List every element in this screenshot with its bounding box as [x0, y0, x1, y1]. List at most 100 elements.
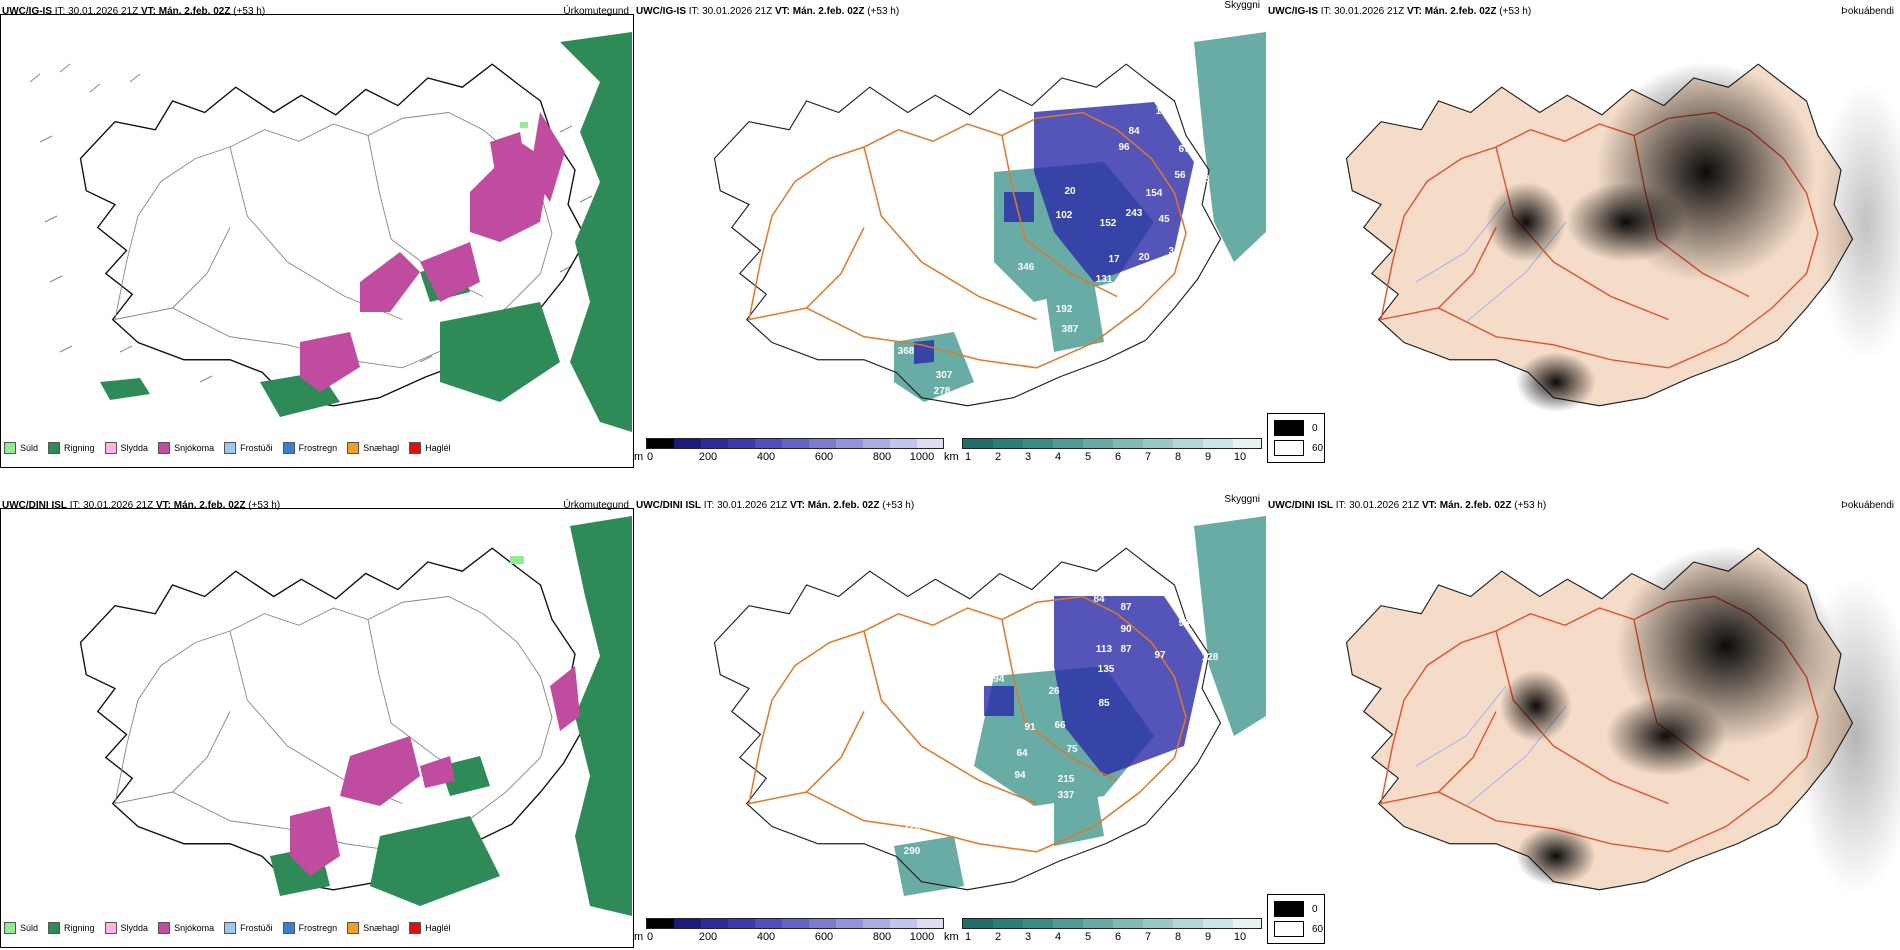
visibility-label: 135	[1098, 664, 1115, 675]
visibility-label: 84	[1128, 126, 1140, 137]
fog-index-map	[1345, 62, 1900, 412]
visibility-label: 67	[1178, 144, 1190, 155]
legend-label: Frostregn	[298, 443, 338, 453]
colorbar-tick: 5	[1084, 451, 1092, 463]
visibility-label: 78	[1198, 174, 1210, 185]
colorbar-tick: 1000	[909, 931, 935, 943]
legend-item: Súld	[4, 922, 38, 934]
precip-legend: Súld Rigning Slydda Snjókoma Frostúði Fr…	[4, 918, 461, 938]
model-name: UWC/DINI ISL	[636, 500, 701, 511]
colorbar-tick: 2	[994, 451, 1002, 463]
visibility-label: 16	[838, 174, 850, 185]
visibility-label: 152	[1100, 218, 1117, 229]
lead-time: (+53 h)	[233, 6, 266, 17]
colorbar-tick: 5	[1084, 931, 1092, 943]
colorbar-tick: 200	[698, 931, 718, 943]
legend-item: Slydda	[104, 922, 149, 934]
visibility-label: 17	[1108, 254, 1120, 265]
legend-swatch	[4, 442, 16, 454]
visibility-label: 102	[1056, 210, 1073, 221]
valid-time-label: VT:	[140, 6, 156, 17]
legend-swatch	[224, 442, 237, 454]
colorbar-unit: m	[634, 451, 644, 463]
fog-swatch	[1274, 420, 1304, 436]
visibility-label: 307	[936, 370, 953, 381]
colorbar-strip	[962, 438, 1262, 449]
fog-legend-label: 0	[1312, 903, 1318, 915]
visibility-label: 131	[1096, 274, 1113, 285]
panel-header: UWC/DINI ISL IT: 30.01.2026 21Z VT: Mán.…	[1268, 498, 1896, 514]
visibility-label: 136	[1156, 106, 1173, 117]
fog-legend-label: 60	[1312, 442, 1324, 454]
colorbar-tick: 3	[1024, 451, 1032, 463]
legend-label: Slydda	[120, 923, 149, 933]
visibility-label: 215	[1058, 774, 1075, 785]
lead-time: (+53 h)	[1499, 6, 1532, 17]
legend-label: Haglél	[425, 443, 451, 453]
legend-item: Frostúði	[224, 442, 273, 454]
colorbar-tick: 2	[994, 931, 1002, 943]
visibility-label: 387	[1062, 324, 1079, 335]
visibility-panel-top: UWC/IG-IS IT: 30.01.2026 21Z VT: Mán. 2.…	[634, 0, 1266, 470]
legend-label: Rigning	[64, 923, 95, 933]
colorbar-strip	[646, 918, 944, 929]
panel-header: UWC/IG-IS IT: 30.01.2026 21Z VT: Mán. 2.…	[2, 4, 631, 20]
colorbar-tick: 0	[646, 451, 654, 463]
visibility-label: 96	[1118, 142, 1130, 153]
legend-label: Snæhagl	[363, 443, 400, 453]
visibility-label: 66	[1054, 720, 1066, 731]
init-time-value: 30.01.2026 21Z	[702, 6, 773, 17]
legend-swatch	[409, 442, 422, 454]
valid-time-value: Mán. 2.feb. 02Z	[792, 6, 865, 17]
legend-label: Snæhagl	[363, 923, 400, 933]
visibility-label: 90	[1120, 624, 1132, 635]
colorbar-tick: 6	[1114, 931, 1122, 943]
colorbar-tick: 4	[1054, 451, 1062, 463]
legend-item: Snæhagl	[347, 922, 399, 934]
visibility-km-colorbar: km 1 2 3 4 5 6 7 8 9 10	[944, 918, 1264, 948]
legend-swatch	[104, 922, 117, 934]
legend-label: Rigning	[64, 443, 95, 453]
visibility-label: 45	[1158, 214, 1170, 225]
fog-legend-bottom: 0 60	[1267, 894, 1325, 944]
legend-label: Súld	[20, 443, 39, 453]
colorbar-tick: 600	[814, 931, 834, 943]
visibility-label: 87	[1120, 602, 1132, 613]
visibility-label: 113	[1096, 644, 1113, 655]
visibility-label: 34	[1168, 246, 1180, 257]
legend-swatch	[158, 922, 171, 934]
valid-time-label: VT:	[1406, 6, 1422, 17]
visibility-label: 337	[1058, 790, 1075, 801]
parameter-title: Skyggni	[1224, 0, 1260, 11]
colorbar-unit: km	[944, 931, 959, 943]
colorbar-strip	[646, 438, 944, 449]
fog-legend-row: 60	[1274, 921, 1323, 937]
visibility-label: 87	[1120, 644, 1132, 655]
precip-type-map	[79, 516, 632, 916]
visibility-label: 154	[1146, 188, 1163, 199]
legend-swatch	[104, 442, 117, 454]
model-name: UWC/DINI ISL	[1268, 500, 1333, 511]
legend-label: Frostúði	[240, 443, 273, 453]
panel-header: UWC/IG-IS IT: 30.01.2026 21Z VT: Mán. 2.…	[1268, 4, 1896, 20]
legend-item: Snæhagl	[347, 442, 399, 454]
fog-swatch	[1274, 901, 1304, 917]
legend-item: Slydda	[104, 442, 148, 454]
model-name: UWC/IG-IS	[1268, 6, 1318, 17]
colorbar-tick: 10	[1233, 931, 1247, 943]
visibility-panel-bottom: UWC/DINI ISL IT: 30.01.2026 21Z VT: Mán.…	[634, 480, 1266, 950]
visibility-label: 20	[1138, 252, 1150, 263]
colorbar-tick: 600	[814, 451, 834, 463]
visibility-label: 192	[1056, 304, 1073, 315]
legend-label: Súld	[20, 923, 39, 933]
visibility-label: 84	[1093, 594, 1105, 605]
visibility-label: 128	[1202, 652, 1219, 663]
legend-swatch	[347, 922, 360, 934]
colorbar-strip	[962, 918, 1262, 929]
valid-time-value: Mán. 2.feb. 02Z	[1424, 6, 1497, 17]
visibility-label: 98	[1178, 618, 1190, 629]
visibility-m-colorbar: m 0 200 400 600 800 1000	[634, 438, 944, 468]
parameter-title: Þokuábendi	[1841, 6, 1894, 17]
fog-legend-label: 0	[1312, 422, 1318, 434]
lead-time: (+53 h)	[882, 500, 915, 511]
